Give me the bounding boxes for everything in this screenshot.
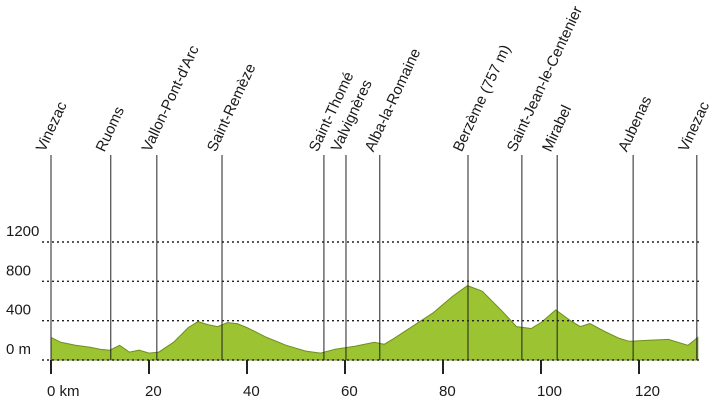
place-label: Vinezac — [33, 99, 71, 155]
place-label: Ruoms — [93, 104, 128, 154]
place-label: Saint-Remèze — [204, 61, 260, 154]
place-label: Alba-la-Romaine — [362, 46, 425, 154]
place-label: Saint-Jean-le-Centenier — [504, 4, 586, 155]
place-label: Vinezac — [675, 99, 712, 155]
x-tick-label: 100 — [537, 383, 562, 400]
x-tick-label: 40 — [243, 383, 260, 400]
x-tick-label: 20 — [145, 383, 162, 400]
y-tick-label: 0 m — [6, 341, 31, 358]
x-tick-label: 80 — [439, 383, 456, 400]
place-label: Berzème (757 m) — [450, 42, 514, 154]
place-label: Mirabel — [539, 103, 575, 155]
place-label: Vallon-Pont-d'Arc — [139, 42, 203, 154]
y-tick-label: 800 — [6, 262, 31, 279]
x-tick-label: 0 km — [47, 383, 80, 400]
place-label: Aubenas — [615, 94, 655, 155]
y-tick-label: 400 — [6, 302, 31, 319]
elevation-area — [50, 285, 699, 361]
y-tick-label: 1200 — [6, 223, 39, 240]
x-tick-label: 120 — [635, 383, 660, 400]
x-tick-label: 60 — [341, 383, 358, 400]
